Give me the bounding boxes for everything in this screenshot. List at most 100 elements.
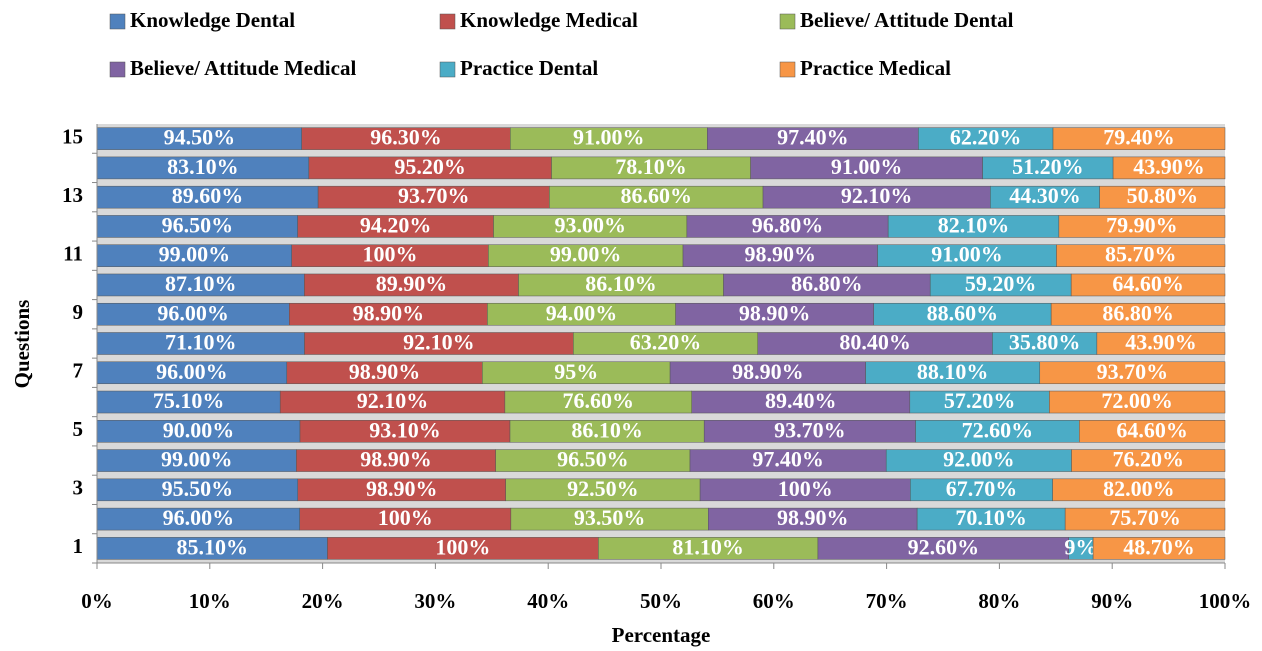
bar-segment <box>1056 244 1226 267</box>
y-tick-label: 7 <box>73 359 84 383</box>
x-tick-label: 60% <box>753 589 795 613</box>
data-label: 95.50% <box>162 476 234 501</box>
data-label: 97.40% <box>777 125 849 150</box>
data-label: 98.90% <box>353 300 425 325</box>
data-label: 78.10% <box>615 154 687 179</box>
x-tick-label: 10% <box>189 589 231 613</box>
data-label: 71.10% <box>165 330 237 355</box>
data-label: 95% <box>554 359 598 384</box>
legend-swatch <box>439 61 456 78</box>
data-label: 98.90% <box>349 359 421 384</box>
bar-segment <box>1071 449 1226 472</box>
data-label: 95.20% <box>394 154 466 179</box>
bar-segment <box>1070 273 1226 297</box>
data-label: 85.10% <box>176 534 248 559</box>
data-label: 99.00% <box>161 447 233 472</box>
x-axis-title: Percentage <box>612 623 711 647</box>
data-label: 85.70% <box>1105 242 1177 267</box>
x-tick-label: 80% <box>978 589 1020 613</box>
data-label: 94.00% <box>546 300 618 325</box>
data-label: 92.10% <box>403 330 475 355</box>
data-label: 94.20% <box>360 212 432 237</box>
x-tick-label: 30% <box>414 589 456 613</box>
data-label: 91.00% <box>931 242 1003 267</box>
data-label: 96.00% <box>163 505 235 530</box>
legend-swatch <box>109 13 126 30</box>
data-label: 88.10% <box>917 359 989 384</box>
y-tick-label: 5 <box>73 417 84 441</box>
y-tick-label: 9 <box>73 300 84 324</box>
x-tick-label: 20% <box>302 589 344 613</box>
data-label: 93.00% <box>554 212 626 237</box>
x-tick-label: 0% <box>81 589 113 613</box>
data-label: 96.00% <box>156 359 228 384</box>
bar-segment <box>1058 215 1226 238</box>
bar-segment <box>1096 332 1226 355</box>
data-label: 90.00% <box>163 417 235 442</box>
bar-segment <box>1092 537 1226 560</box>
data-label: 96.30% <box>370 125 442 150</box>
data-label: 93.70% <box>398 183 470 208</box>
data-label: 63.20% <box>630 330 702 355</box>
legend-swatch <box>439 13 456 30</box>
data-label: 92.50% <box>567 476 639 501</box>
data-label: 86.60% <box>620 183 692 208</box>
data-label: 35.80% <box>1009 330 1081 355</box>
data-label: 82.00% <box>1103 476 1175 501</box>
legend-label: Believe/ Attitude Dental <box>800 8 1014 32</box>
legend-label: Practice Dental <box>460 56 598 80</box>
bar-segment <box>1079 420 1226 443</box>
bar-segment <box>1099 185 1226 209</box>
x-tick-label: 90% <box>1091 589 1133 613</box>
y-tick-label: 1 <box>73 534 84 558</box>
data-label: 98.90% <box>732 359 804 384</box>
data-label: 92.60% <box>908 534 980 559</box>
y-tick-label: 11 <box>63 242 83 266</box>
data-label: 79.40% <box>1103 125 1175 150</box>
data-label: 76.60% <box>563 388 635 413</box>
bar-segment <box>1064 507 1226 531</box>
legend-label: Practice Medical <box>800 56 951 80</box>
x-tick-label: 50% <box>640 589 682 613</box>
x-tick-label: 70% <box>866 589 908 613</box>
bar-segment <box>1050 302 1226 326</box>
data-label: 92.10% <box>841 183 913 208</box>
data-label: 83.10% <box>167 154 239 179</box>
x-tick-label: 100% <box>1199 589 1252 613</box>
data-label: 100% <box>363 242 418 267</box>
data-label: 75.70% <box>1109 505 1181 530</box>
data-label: 48.70% <box>1123 534 1195 559</box>
data-label: 57.20% <box>944 388 1016 413</box>
data-label: 100% <box>435 534 490 559</box>
data-label: 93.70% <box>774 417 846 442</box>
legend-label: Knowledge Medical <box>460 8 638 32</box>
legend-label: Knowledge Dental <box>130 8 295 32</box>
legend-swatch <box>779 61 796 78</box>
data-label: 82.10% <box>938 212 1010 237</box>
data-label: 72.00% <box>1101 388 1173 413</box>
bar-segment <box>1039 361 1226 385</box>
data-label: 9% <box>1064 534 1097 559</box>
legend-swatch <box>779 13 796 30</box>
data-label: 87.10% <box>165 271 237 296</box>
data-label: 67.70% <box>946 476 1018 501</box>
bar-segment <box>1052 478 1226 502</box>
data-label: 43.90% <box>1133 154 1205 179</box>
data-label: 96.80% <box>752 212 824 237</box>
y-tick-label: 13 <box>62 183 83 207</box>
data-label: 98.90% <box>777 505 849 530</box>
data-label: 70.10% <box>955 505 1027 530</box>
data-label: 99.00% <box>550 242 622 267</box>
data-label: 62.20% <box>950 125 1022 150</box>
data-label: 64.60% <box>1112 271 1184 296</box>
data-label: 98.90% <box>745 242 817 267</box>
data-label: 86.80% <box>1102 300 1174 325</box>
data-label: 64.60% <box>1116 417 1188 442</box>
data-label: 91.00% <box>831 154 903 179</box>
data-label: 50.80% <box>1127 183 1199 208</box>
y-tick-label: 15 <box>62 124 83 148</box>
data-label: 51.20% <box>1012 154 1084 179</box>
data-label: 88.60% <box>927 300 999 325</box>
data-label: 93.10% <box>369 417 441 442</box>
